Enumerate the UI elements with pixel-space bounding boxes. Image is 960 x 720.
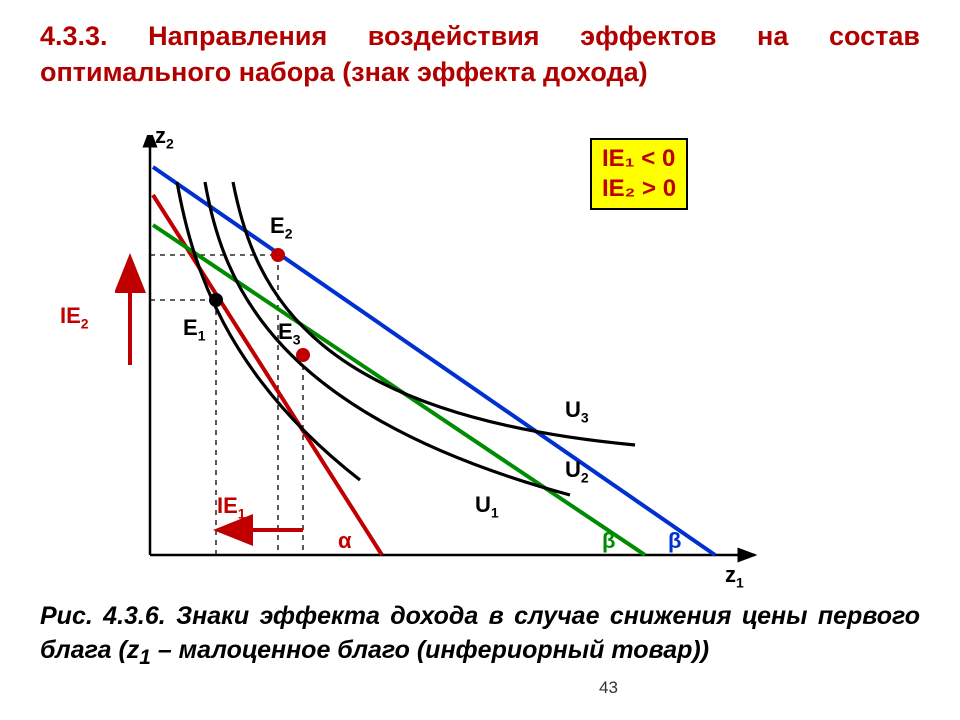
- label-alpha: α: [338, 528, 352, 554]
- chart-svg: [115, 135, 765, 575]
- page-number: 43: [599, 678, 618, 698]
- point-e3: [296, 348, 310, 362]
- label-e3: E3: [278, 319, 300, 347]
- label-beta-blue: β: [668, 528, 681, 554]
- label-e1: E1: [183, 315, 205, 343]
- point-e2: [271, 248, 285, 262]
- section-title: 4.3.3. Направления воздействия эффектов …: [40, 18, 920, 91]
- label-u1: U1: [475, 492, 499, 520]
- label-beta-green: β: [602, 528, 615, 554]
- label-e2: E2: [270, 213, 292, 241]
- label-u3: U3: [565, 397, 589, 425]
- chart-area: z2 z1 E1 E2 E3 U1 U2 U3 α β β IE1 IE2: [115, 135, 765, 575]
- figure-caption: Рис. 4.3.6. Знаки эффекта дохода в случа…: [40, 600, 920, 672]
- label-ie2: IE2: [60, 303, 89, 331]
- label-u2: U2: [565, 457, 589, 485]
- x-axis-label: z1: [725, 562, 744, 590]
- point-e1: [209, 293, 223, 307]
- y-axis-label: z2: [155, 123, 174, 151]
- curve-u2: [205, 182, 570, 495]
- label-ie1: IE1: [217, 493, 246, 521]
